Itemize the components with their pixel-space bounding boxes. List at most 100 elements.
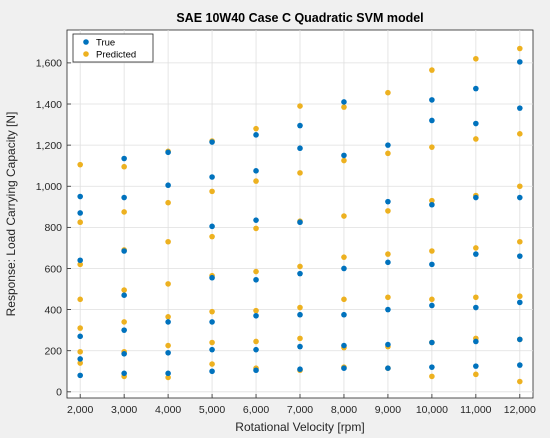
data-point-true	[209, 319, 215, 325]
data-point-predicted	[121, 319, 127, 325]
data-point-predicted	[429, 373, 435, 380]
data-point-predicted	[385, 89, 391, 96]
data-point-true	[209, 346, 215, 353]
data-point-predicted	[253, 225, 259, 232]
data-point-predicted	[77, 219, 83, 226]
data-point-true	[429, 117, 435, 124]
data-point-true	[429, 97, 435, 103]
legend-marker-predicted	[83, 51, 89, 57]
legend-marker-true	[83, 39, 89, 45]
data-point-predicted	[121, 209, 127, 215]
x-tick-label: 10,000	[416, 404, 448, 416]
data-point-true	[517, 253, 523, 259]
data-point-true	[385, 341, 391, 348]
data-point-true	[253, 168, 259, 174]
data-point-predicted	[253, 178, 259, 184]
data-point-predicted	[165, 342, 171, 349]
x-tick-label: 12,000	[504, 404, 536, 416]
data-point-predicted	[473, 245, 479, 251]
data-point-true	[341, 342, 347, 349]
y-tick-label: 800	[44, 222, 62, 234]
data-point-true	[297, 122, 303, 129]
data-point-predicted	[517, 238, 523, 245]
y-tick-labels: 0 200 400 600 800 1,000 1,200 1,400 1,600	[36, 58, 62, 399]
legend-label-predicted: Predicted	[96, 50, 136, 61]
data-point-predicted	[517, 131, 523, 137]
y-tick-label: 1,600	[36, 58, 62, 70]
data-point-true	[341, 365, 347, 371]
data-point-predicted	[297, 103, 303, 109]
data-point-true	[121, 350, 127, 357]
data-point-predicted	[517, 45, 523, 52]
data-point-predicted	[253, 268, 259, 275]
data-point-true	[209, 174, 215, 180]
data-point-true	[473, 194, 479, 201]
x-tick-label: 8,000	[331, 404, 357, 416]
data-point-predicted	[341, 296, 347, 303]
data-point-predicted	[429, 296, 435, 303]
data-point-true	[517, 336, 523, 343]
data-point-predicted	[385, 208, 391, 214]
data-point-true	[121, 327, 127, 333]
data-points	[77, 45, 523, 385]
data-point-predicted	[385, 251, 391, 257]
data-point-predicted	[253, 125, 259, 132]
data-point-true	[77, 193, 83, 200]
data-point-predicted	[429, 248, 435, 254]
data-point-predicted	[341, 157, 347, 164]
data-point-true	[165, 349, 171, 356]
data-point-true	[517, 59, 523, 65]
x-tick-label: 4,000	[155, 404, 181, 416]
data-point-predicted	[429, 197, 435, 204]
x-tick-label: 3,000	[111, 404, 137, 416]
data-point-predicted	[77, 348, 83, 355]
data-point-predicted	[253, 307, 259, 314]
data-point-true	[209, 139, 215, 145]
data-point-true	[429, 261, 435, 268]
data-point-true	[429, 201, 435, 208]
data-point-predicted	[209, 188, 215, 195]
x-tick-label: 6,000	[243, 404, 269, 416]
y-tick-label: 1,400	[36, 99, 62, 111]
data-point-true	[297, 145, 303, 152]
data-point-true	[209, 223, 215, 230]
data-point-predicted	[77, 325, 83, 331]
data-point-true	[77, 372, 83, 379]
data-point-predicted	[165, 199, 171, 206]
data-point-true	[517, 299, 523, 306]
data-point-true	[385, 198, 391, 205]
data-point-predicted	[297, 263, 303, 270]
data-point-true	[165, 319, 171, 325]
data-point-true	[341, 311, 347, 318]
data-point-true	[253, 132, 259, 138]
data-point-predicted	[121, 287, 127, 293]
data-point-predicted	[429, 144, 435, 150]
data-point-predicted	[165, 374, 171, 381]
legend-box	[72, 33, 154, 63]
data-point-true	[77, 333, 83, 340]
data-point-predicted	[209, 308, 215, 315]
data-point-true	[253, 367, 259, 374]
y-tick-label: 1,200	[36, 140, 62, 152]
data-point-predicted	[341, 254, 347, 260]
data-point-true	[517, 362, 523, 368]
data-point-true	[473, 304, 479, 311]
data-point-true	[297, 219, 303, 226]
data-point-predicted	[341, 213, 347, 219]
data-point-true	[385, 306, 391, 313]
y-tick-label: 1,000	[36, 181, 62, 193]
data-point-predicted	[209, 233, 215, 240]
data-point-true	[473, 120, 479, 127]
data-point-predicted	[253, 338, 259, 345]
data-point-true	[341, 152, 347, 159]
x-tick-label: 5,000	[199, 404, 225, 416]
data-point-true	[77, 356, 83, 362]
x-axis-label: Rotational Velocity [rpm]	[235, 420, 364, 434]
data-point-predicted	[385, 294, 391, 301]
data-point-true	[429, 302, 435, 309]
data-point-true	[121, 248, 127, 254]
data-point-predicted	[473, 371, 479, 378]
data-point-predicted	[209, 361, 215, 367]
data-point-true	[517, 105, 523, 111]
